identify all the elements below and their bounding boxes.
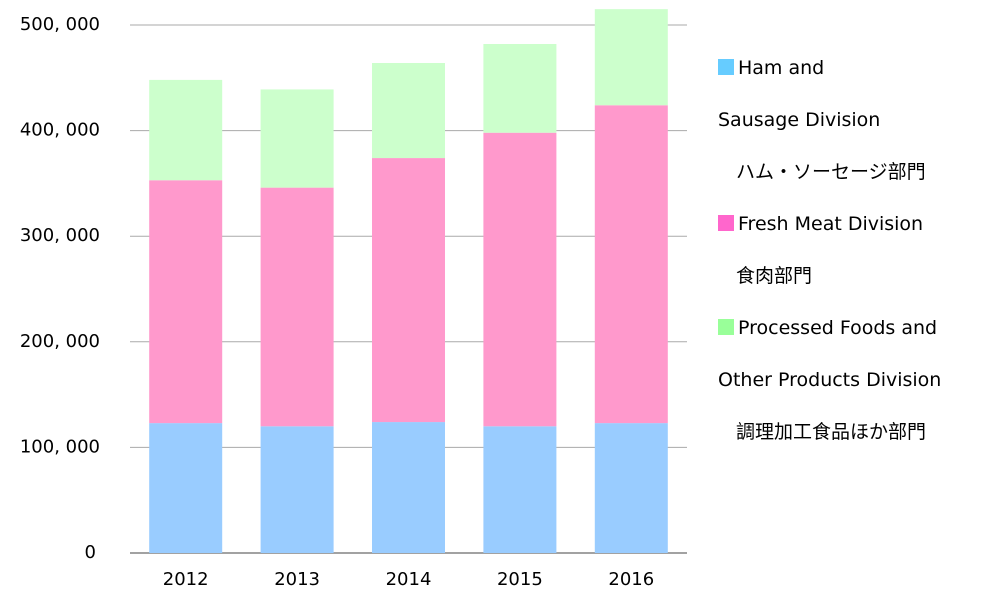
y-tick-label: 100, 000 [20,436,100,457]
legend-label: Fresh Meat Division [738,213,924,235]
y-tick-label: 200, 000 [20,331,100,352]
y-tick-label: 0 [85,542,96,563]
x-tick-label: 2015 [497,569,543,590]
bar-segment [260,187,334,427]
legend-label: Ham and Sausage Division [718,57,881,131]
y-tick-label: 400, 000 [20,120,100,141]
legend-label-ja: 調理加工食品ほか部門 [736,421,927,443]
bar-segment [483,426,557,553]
bar-segment [260,426,334,553]
bar-segment [372,158,445,423]
legend-swatch [718,319,734,335]
legend-entry: Processed Foods and Other Products Divis… [718,302,941,406]
x-tick-label: 2016 [608,569,654,590]
bar-segment [372,63,445,159]
bar-segment [149,180,223,424]
x-tick-label: 2013 [274,569,320,590]
bar-segment [594,423,668,553]
legend-entry: Ham and Sausage Division [718,42,880,146]
legend-swatch [718,215,734,231]
x-tick-label: 2014 [386,569,432,590]
legend-label: Processed Foods and Other Products Divis… [718,317,942,391]
y-tick-label: 500, 000 [20,14,100,35]
bar-segment [149,79,223,181]
legend-label-ja: ハム・ソーセージ部門 [736,161,926,183]
bar-segment [594,105,668,424]
bar-segment [260,89,334,188]
bar-segment [483,44,557,133]
y-tick-label: 300, 000 [20,225,100,246]
bar-segment [594,9,668,106]
bar-segment [149,423,223,553]
bar-segment [483,132,557,427]
legend-entry: Fresh Meat Division [718,198,923,250]
legend-swatch [718,59,734,75]
x-tick-label: 2012 [163,569,209,590]
bar-segment [372,422,445,553]
legend-label-ja: 食肉部門 [736,265,813,287]
